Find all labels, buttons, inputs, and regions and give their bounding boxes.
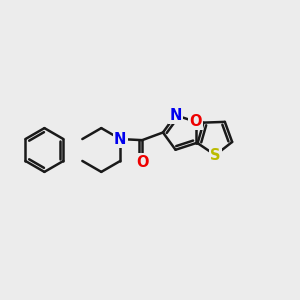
Text: O: O	[190, 114, 202, 129]
Text: S: S	[210, 148, 220, 163]
Text: N: N	[114, 131, 127, 147]
Text: N: N	[169, 108, 182, 123]
Text: O: O	[136, 154, 148, 169]
